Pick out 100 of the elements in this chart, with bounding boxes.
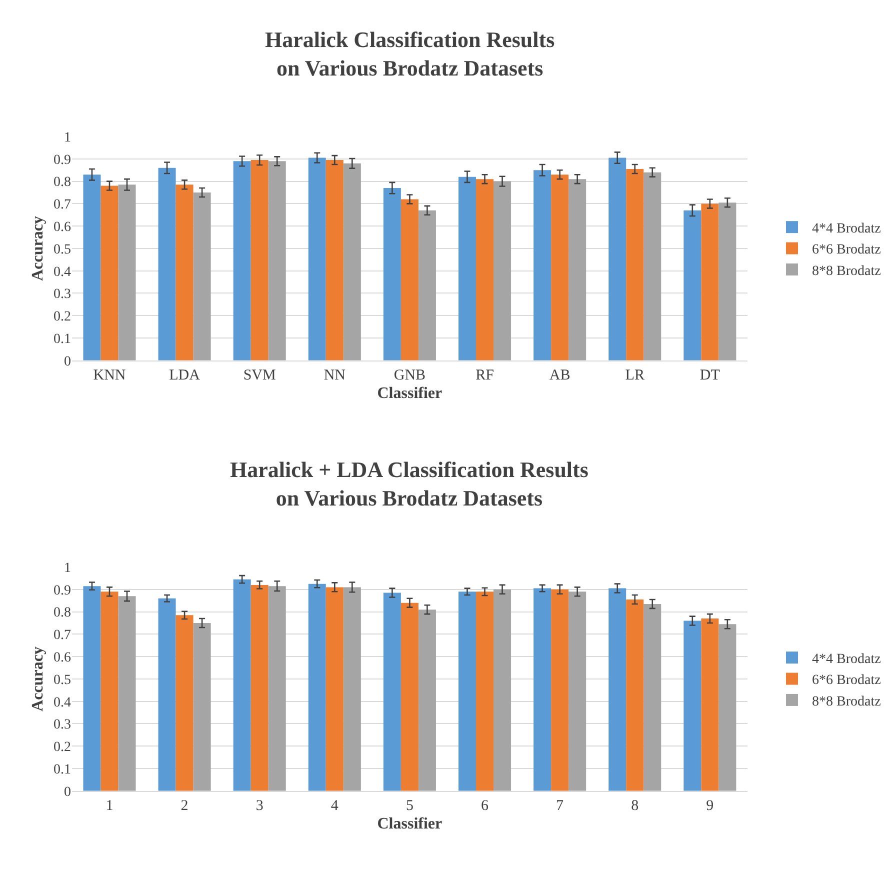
x-tick-label: 3 <box>256 798 264 814</box>
bar <box>268 161 286 360</box>
bar <box>308 584 326 791</box>
bar <box>158 598 176 791</box>
bar <box>400 602 418 791</box>
y-tick-label: 0 <box>64 354 71 370</box>
bar <box>343 587 361 791</box>
y-tick-label: 1 <box>64 130 71 146</box>
bar <box>608 158 626 360</box>
y-tick-label: 0.1 <box>53 332 71 347</box>
y-axis-title: Accuracy <box>29 646 46 712</box>
y-tick-label: 0.4 <box>53 264 71 280</box>
bar <box>568 592 586 791</box>
bar <box>400 199 418 360</box>
bar <box>626 169 644 360</box>
bar <box>701 204 719 360</box>
y-tick-label: 0.1 <box>53 762 71 778</box>
bar <box>568 179 586 360</box>
bar <box>684 620 702 791</box>
y-axis-title: Accuracy <box>29 216 46 281</box>
legend-label: 4*4 Brodatz <box>812 652 881 668</box>
bar <box>118 596 136 791</box>
bar <box>476 179 494 360</box>
x-tick-label: 4 <box>330 798 339 814</box>
legend-label: 8*8 Brodatz <box>812 694 881 710</box>
y-tick-label: 0.4 <box>53 695 71 710</box>
x-axis-title: Classifier <box>377 385 442 402</box>
x-tick-label: 9 <box>706 798 714 814</box>
y-tick-label: 0.9 <box>53 152 71 168</box>
y-tick-label: 0.6 <box>53 220 71 235</box>
bar <box>476 592 494 791</box>
y-tick-label: 0.3 <box>53 718 71 733</box>
bar <box>100 186 118 360</box>
bar <box>684 210 702 360</box>
y-tick-label: 0.7 <box>53 198 71 213</box>
bar <box>250 160 268 360</box>
legend-label: 8*8 Brodatz <box>812 264 881 279</box>
bar <box>308 158 326 360</box>
bar <box>494 589 512 791</box>
bar <box>233 579 251 791</box>
chart-title: Haralick + LDA Classification Results on Various Brodatz Datasets <box>230 457 589 511</box>
bar <box>158 168 176 360</box>
bar <box>83 174 101 360</box>
bar <box>326 587 344 791</box>
y-tick-label: 0.5 <box>53 242 71 258</box>
legend-label: 6*6 Brodatz <box>812 673 881 688</box>
y-tick-label: 0.6 <box>53 650 71 666</box>
bar <box>176 615 194 791</box>
y-tick-label: 0.8 <box>53 606 71 621</box>
x-tick-label: DT <box>700 367 720 384</box>
bar <box>418 210 436 360</box>
bar <box>326 160 344 360</box>
bar <box>233 161 251 360</box>
y-tick-label: 0.2 <box>53 740 71 756</box>
bar <box>193 623 211 791</box>
bar <box>100 592 118 791</box>
y-tick-label: 0.9 <box>53 583 71 598</box>
bar <box>534 170 552 360</box>
bar <box>176 184 194 360</box>
x-tick-label: 6 <box>481 798 489 814</box>
bar <box>608 588 626 791</box>
bar <box>250 584 268 791</box>
bar <box>644 604 662 791</box>
bar <box>193 192 211 360</box>
y-tick-label: 0.7 <box>53 628 71 644</box>
bar <box>343 163 361 360</box>
bar <box>644 172 662 360</box>
y-tick-label: 0 <box>64 784 71 800</box>
bar <box>118 184 136 360</box>
y-tick-label: 0.2 <box>53 310 71 325</box>
legend-label: 6*6 Brodatz <box>812 242 881 258</box>
bar <box>268 586 286 791</box>
bar <box>701 618 719 791</box>
x-tick-label: 5 <box>406 798 414 814</box>
x-axis-title: Classifier <box>377 816 442 833</box>
bar <box>718 202 736 360</box>
x-tick-label: KNN <box>93 367 126 384</box>
x-tick-label: 7 <box>556 798 564 814</box>
bar <box>383 188 401 360</box>
bar <box>418 610 436 791</box>
bar <box>458 176 476 360</box>
bar <box>383 592 401 791</box>
bar <box>458 592 476 791</box>
bar <box>551 589 569 791</box>
x-tick-label: GNB <box>394 367 426 384</box>
x-tick-label: AB <box>549 367 570 384</box>
bar <box>83 586 101 791</box>
x-tick-label: SVM <box>243 367 276 384</box>
x-tick-label: 2 <box>180 798 188 814</box>
bar <box>718 624 736 791</box>
bar <box>494 181 512 360</box>
x-tick-label: RF <box>476 367 494 384</box>
x-tick-label: 1 <box>106 798 114 814</box>
bar <box>551 174 569 360</box>
chart-title: Haralick Classification Results on Various Brodatz Datasets <box>265 27 556 81</box>
x-tick-label: LDA <box>169 367 200 384</box>
y-tick-label: 0.8 <box>53 175 71 190</box>
y-tick-label: 0.5 <box>53 672 71 688</box>
bar <box>534 588 552 791</box>
y-tick-label: 0.3 <box>53 287 71 302</box>
